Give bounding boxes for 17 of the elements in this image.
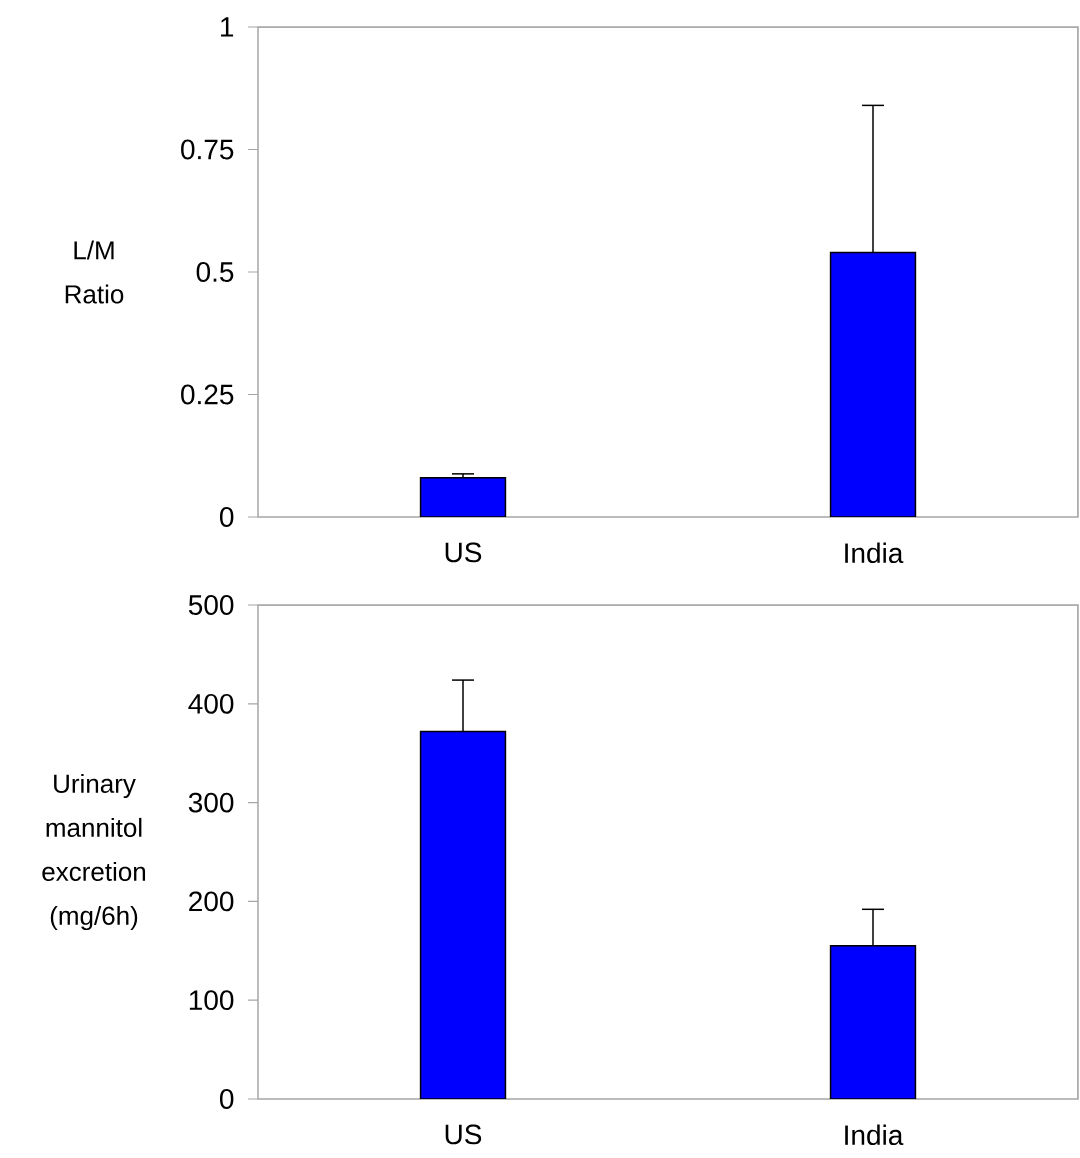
y-axis-title: Urinary mannitol excretion (mg/6h) bbox=[42, 773, 146, 931]
x-tick-label: US bbox=[445, 1124, 482, 1145]
y-tick-label: 0.5 bbox=[196, 262, 234, 282]
y-axis-title: L/M Ratio bbox=[65, 240, 124, 304]
x-tick-label: India bbox=[845, 542, 904, 564]
y-tick-label: 300 bbox=[188, 792, 234, 813]
y-tick-label: 400 bbox=[188, 693, 234, 714]
y-tick-label: 100 bbox=[189, 990, 234, 1011]
x-tick-label: India bbox=[845, 1124, 904, 1146]
y-tick-label: 0.75 bbox=[181, 139, 234, 160]
y-tick-label: 1 bbox=[221, 17, 234, 37]
x-tick-label: US bbox=[445, 542, 482, 563]
y-tick-label: 0 bbox=[219, 507, 234, 527]
y-tick-label: 500 bbox=[188, 595, 234, 615]
y-tick-label: 0 bbox=[219, 1089, 234, 1109]
y-tick-label: 0.25 bbox=[181, 384, 234, 405]
y-tick-label: 200 bbox=[189, 891, 234, 912]
